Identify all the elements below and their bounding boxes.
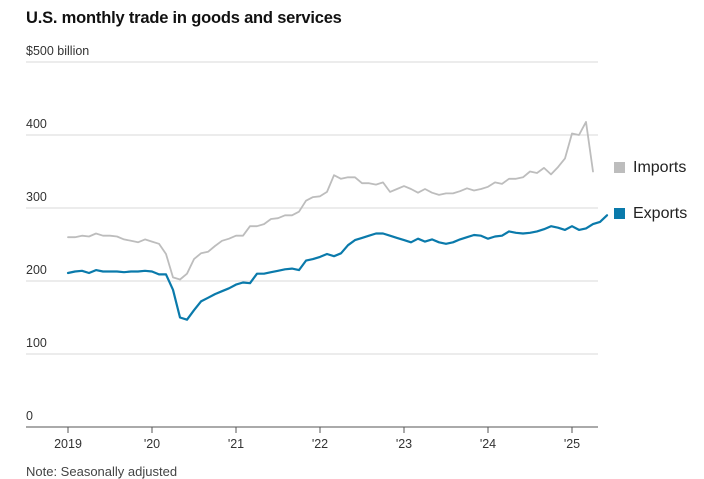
y-tick-label: $500 billion	[26, 44, 89, 58]
chart-note: Note: Seasonally adjusted	[26, 464, 178, 479]
x-tick-label: 2019	[54, 437, 82, 451]
gridlines	[26, 61, 598, 428]
x-tick-label: '23	[396, 437, 412, 451]
x-tick-label: '25	[564, 437, 580, 451]
y-tick-label: 400	[26, 117, 47, 131]
series-line-imports	[67, 121, 594, 281]
y-tick-label: 300	[26, 190, 47, 204]
series-line-exports	[66, 214, 609, 321]
legend-label-exports: Exports	[633, 205, 687, 222]
series-lines	[66, 121, 609, 321]
y-tick-label: 100	[26, 336, 47, 350]
legend-swatch-exports	[614, 208, 625, 219]
x-axis: 2019 '20 '21 '22 '23 '24 '25	[54, 427, 580, 451]
x-tick-label: '22	[312, 437, 328, 451]
x-tick-label: '24	[480, 437, 496, 451]
legend: Imports Exports	[614, 159, 687, 222]
y-tick-label: 200	[26, 263, 47, 277]
y-tick-label: 0	[26, 409, 33, 423]
legend-swatch-imports	[614, 162, 625, 173]
chart-title: U.S. monthly trade in goods and services	[26, 9, 342, 27]
legend-label-imports: Imports	[633, 159, 686, 176]
x-tick-label: '20	[144, 437, 160, 451]
y-tick-labels: 0 100 200 300 400 $500 billion	[26, 44, 89, 423]
x-tick-label: '21	[228, 437, 244, 451]
